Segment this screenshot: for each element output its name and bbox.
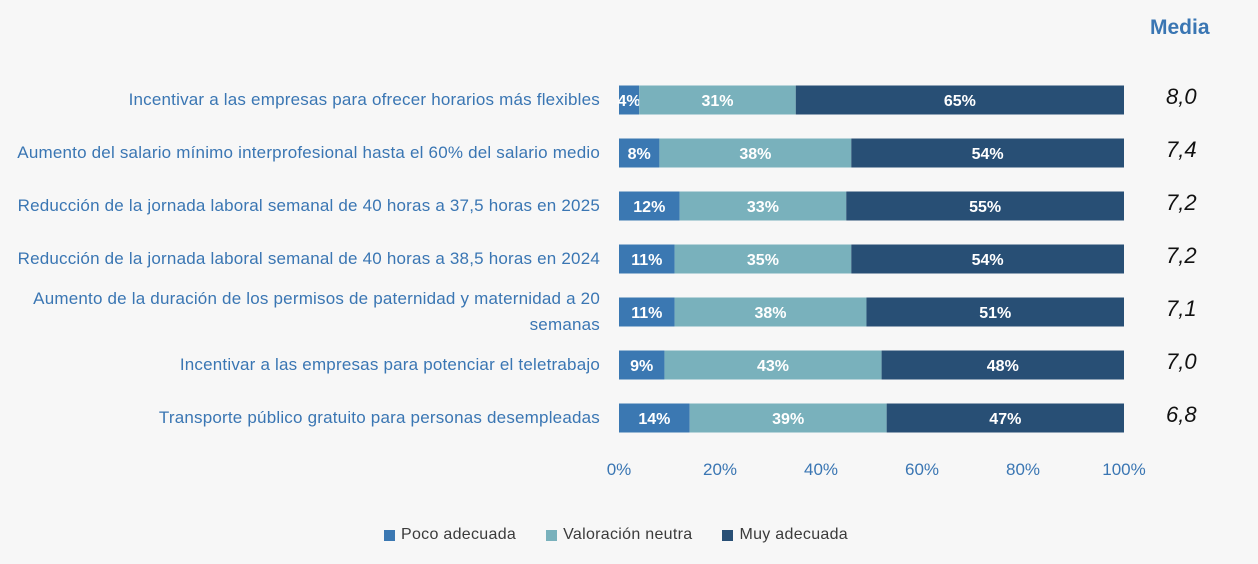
media-value-6: 7,0 [1166, 349, 1197, 374]
legend-label-poco: Poco adecuada [401, 526, 517, 543]
category-label-6: Incentivar a las empresas para potenciar… [179, 355, 600, 374]
data-label-muy-7: 47% [989, 411, 1021, 428]
data-label-neutra-3: 33% [747, 199, 779, 216]
bar-neutra-5 [674, 297, 867, 327]
data-label-neutra-6: 43% [757, 358, 789, 375]
bar-muy-6 [881, 350, 1124, 380]
bar-muy-5 [866, 297, 1124, 327]
data-label-neutra-2: 38% [739, 146, 771, 163]
category-label-7: Transporte público gratuito para persona… [158, 408, 600, 427]
data-label-muy-3: 55% [969, 199, 1001, 216]
bar-neutra-1 [639, 85, 796, 115]
data-label-muy-2: 54% [972, 146, 1004, 163]
bar-poco-1 [619, 85, 640, 115]
data-label-neutra-4: 35% [747, 252, 779, 269]
media-value-7: 6,8 [1166, 402, 1197, 427]
media-value-1: 8,0 [1166, 84, 1197, 109]
bar-neutra-6 [664, 350, 882, 380]
legend: Poco adecuada Valoración neutra Muy adec… [384, 526, 848, 544]
bar-poco-5 [619, 297, 675, 327]
x-tick-4: 60% [904, 460, 940, 479]
legend-swatch-neutra [546, 529, 558, 541]
category-label-1: Incentivar a las empresas para ofrecer h… [128, 90, 600, 109]
bar-muy-3 [846, 191, 1124, 221]
bar-poco-6 [619, 350, 665, 380]
legend-item-neutra: Valoración neutra [546, 526, 692, 544]
data-label-neutra-7: 39% [772, 411, 804, 428]
legend-label-neutra: Valoración neutra [563, 526, 693, 543]
legend-label-muy: Muy adecuada [739, 526, 848, 543]
data-label-poco-5: 11% [631, 305, 662, 322]
data-label-muy-6: 48% [987, 358, 1019, 375]
legend-swatch-muy [722, 529, 734, 541]
bar-muy-1 [795, 85, 1124, 115]
data-label-poco-2: 8% [628, 146, 651, 163]
bar-neutra-2 [659, 138, 852, 168]
bar-poco-2 [619, 138, 660, 168]
media-value-5: 7,1 [1166, 296, 1197, 321]
x-tick-3: 40% [803, 460, 839, 479]
media-title: Media [1150, 16, 1210, 39]
media-value-3: 7,2 [1166, 190, 1197, 215]
data-label-neutra-1: 31% [701, 93, 733, 110]
data-label-muy-4: 54% [972, 252, 1004, 269]
data-label-poco-3: 12% [633, 199, 665, 216]
legend-item-poco: Poco adecuada [384, 526, 516, 544]
bar-neutra-4 [674, 244, 852, 274]
bar-muy-7 [886, 403, 1124, 433]
data-label-muy-5: 51% [979, 305, 1011, 322]
data-label-poco-4: 11% [631, 252, 662, 269]
bar-poco-7 [619, 403, 690, 433]
data-label-poco-7: 14% [638, 411, 670, 428]
legend-swatch-poco [384, 529, 395, 541]
bar-muy-2 [851, 138, 1124, 168]
data-label-neutra-5: 38% [754, 305, 786, 322]
bar-muy-4 [851, 244, 1124, 274]
category-label-5: Aumento de la duración de los permisos d… [33, 289, 600, 334]
data-label-poco-1: 4% [618, 93, 641, 110]
category-label-3: Reducción de la jornada laboral semanal … [17, 196, 600, 215]
x-tick-6: 100% [1102, 460, 1146, 479]
bar-poco-4 [619, 244, 675, 274]
legend-item-muy: Muy adecuada [722, 526, 848, 544]
data-label-muy-1: 65% [944, 93, 976, 110]
x-tick-5: 80% [1005, 460, 1041, 479]
media-value-2: 7,4 [1166, 137, 1197, 162]
bar-neutra-7 [689, 403, 887, 433]
bar-poco-3 [619, 191, 680, 221]
data-label-poco-6: 9% [630, 358, 653, 375]
bar-neutra-3 [679, 191, 847, 221]
x-tick-1: 0% [606, 460, 632, 479]
category-label-2: Aumento del salario mínimo interprofesio… [17, 143, 600, 162]
x-tick-2: 20% [702, 460, 738, 479]
media-value-4: 7,2 [1166, 243, 1197, 268]
category-label-4: Reducción de la jornada laboral semanal … [17, 249, 600, 268]
